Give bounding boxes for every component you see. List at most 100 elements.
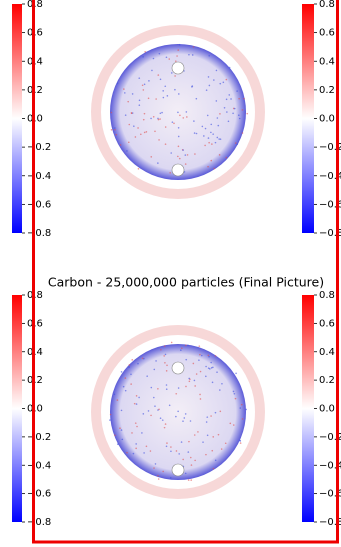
hole: [171, 163, 185, 177]
noise: [146, 375, 148, 377]
noise: [170, 446, 172, 448]
noise: [236, 143, 238, 146]
noise: [142, 56, 144, 58]
noise: [177, 410, 179, 413]
noise: [233, 107, 236, 110]
noise: [210, 123, 213, 126]
noise: [241, 109, 244, 111]
noise: [147, 410, 150, 412]
noise: [116, 399, 119, 401]
noise: [222, 81, 225, 84]
noise: [135, 403, 138, 405]
noise: [193, 120, 195, 122]
noise: [214, 141, 217, 144]
noise: [121, 438, 124, 441]
noise: [164, 423, 167, 425]
noise: [194, 385, 196, 387]
colorbar-tick-label: −0.2: [319, 432, 341, 443]
noise: [127, 100, 129, 103]
noise: [217, 433, 220, 436]
noise: [214, 411, 217, 414]
colorbar-tick-label: 0.0: [319, 404, 335, 415]
noise: [218, 154, 221, 156]
noise: [135, 447, 137, 450]
noise: [168, 404, 171, 407]
noise: [161, 111, 163, 114]
noise: [232, 424, 235, 426]
noise: [119, 427, 121, 429]
colorbar-tick-label: −0.8: [319, 517, 341, 528]
noise: [187, 479, 190, 481]
colorbar: [302, 4, 314, 233]
noise: [162, 96, 165, 99]
noise: [208, 84, 211, 87]
noise: [165, 445, 168, 448]
colorbar-tick-label: 0.6: [319, 28, 335, 39]
noise: [169, 171, 171, 174]
panel-title: Carbon - 25,000,000 particles (Final Pic…: [48, 275, 324, 290]
hole: [171, 61, 185, 75]
noise: [115, 133, 118, 136]
noise: [185, 358, 188, 361]
noise: [188, 440, 190, 443]
noise: [133, 125, 135, 127]
noise: [194, 153, 196, 155]
noise: [138, 104, 141, 107]
noise: [177, 49, 180, 51]
noise: [165, 370, 168, 372]
noise: [114, 127, 116, 129]
noise: [116, 443, 119, 445]
noise: [160, 348, 162, 351]
noise: [130, 383, 132, 385]
noise: [174, 75, 176, 77]
noise: [190, 479, 193, 481]
noise: [243, 97, 245, 100]
noise: [178, 157, 181, 160]
noise: [195, 373, 198, 375]
noise: [199, 393, 201, 396]
noise: [177, 155, 179, 158]
noise: [136, 425, 138, 428]
noise: [127, 141, 130, 144]
noise: [120, 371, 123, 373]
noise: [173, 122, 175, 125]
noise: [208, 141, 210, 144]
noise: [215, 100, 218, 102]
noise: [176, 55, 178, 57]
noise: [214, 459, 217, 462]
noise: [157, 474, 159, 477]
noise: [142, 413, 145, 415]
noise: [232, 390, 235, 393]
noise: [205, 421, 208, 423]
noise: [144, 50, 146, 53]
noise: [223, 106, 226, 109]
noise: [150, 386, 153, 389]
noise: [219, 138, 222, 140]
colorbar-tick-label: −0.6: [27, 489, 51, 500]
noise: [227, 120, 230, 123]
noise: [159, 78, 162, 81]
noise: [164, 126, 167, 128]
noise: [221, 382, 223, 385]
noise: [204, 127, 207, 130]
noise: [123, 88, 125, 90]
noise: [165, 388, 168, 391]
noise: [152, 115, 155, 118]
noise: [177, 111, 179, 114]
noise: [213, 167, 216, 170]
noise: [159, 118, 161, 120]
noise: [237, 114, 240, 117]
noise: [155, 360, 157, 362]
noise: [159, 417, 162, 419]
noise: [188, 377, 190, 380]
noise: [147, 97, 150, 100]
noise: [131, 359, 134, 361]
noise: [195, 132, 198, 135]
noise: [131, 112, 134, 114]
colorbar-tick-label: −0.2: [27, 432, 51, 443]
noise: [236, 90, 238, 92]
noise: [182, 420, 184, 422]
noise: [175, 450, 178, 452]
noise: [225, 78, 228, 81]
